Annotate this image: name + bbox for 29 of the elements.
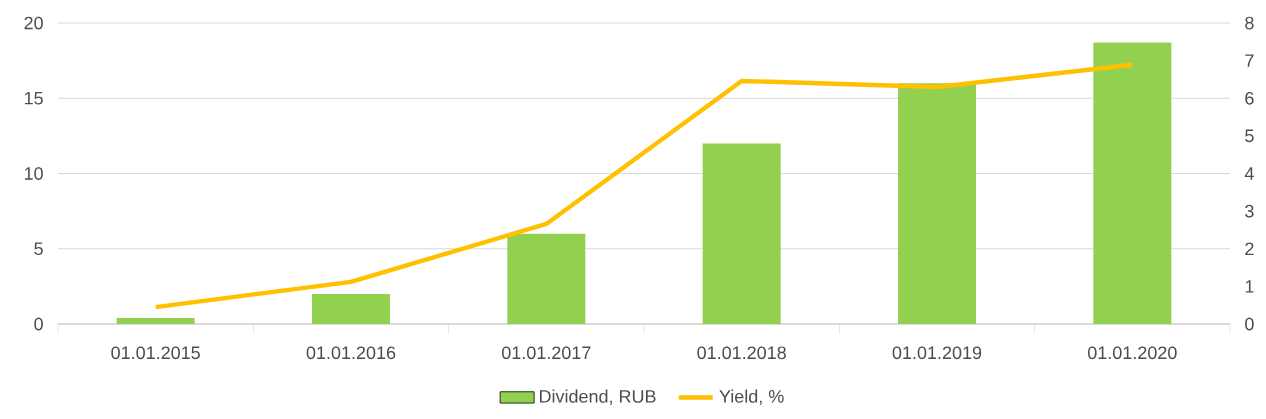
y2-tick-label: 0 [1245, 317, 1254, 331]
y-tick-label: 5 [34, 242, 43, 256]
x-tick-label: 01.01.2020 [1088, 346, 1177, 360]
legend-label: Dividend, RUB [539, 389, 656, 405]
y-tick-label: 10 [24, 167, 43, 180]
bar [312, 293, 390, 324]
y-tick-label: 0 [34, 317, 43, 331]
bar [507, 233, 586, 324]
y2-tick-label: 6 [1245, 91, 1254, 105]
bar [898, 83, 976, 324]
x-tick-label: 01.01.2018 [697, 346, 786, 360]
y2-tick-label: 8 [1245, 16, 1254, 30]
bar [702, 143, 781, 324]
y2-tick-label: 5 [1245, 129, 1254, 143]
line-series [153, 62, 1135, 310]
x-tick-label: 01.01.2016 [306, 346, 396, 360]
x-tick-label: 01.01.2019 [892, 346, 982, 360]
y2-tick-label: 3 [1245, 204, 1254, 218]
y2-tick-label: 7 [1245, 54, 1254, 67]
x-tick-label: 01.01.2015 [111, 346, 200, 360]
y2-tick-label: 1 [1245, 280, 1254, 293]
legend-label: Yield, % [719, 389, 784, 405]
bar [116, 317, 195, 324]
bar [1093, 42, 1172, 324]
y2-tick-label: 2 [1245, 242, 1254, 256]
y2-tick-label: 4 [1244, 167, 1254, 180]
y-tick-label: 15 [24, 91, 43, 105]
x-tick-label: 01.01.2017 [502, 346, 591, 360]
y-tick-label: 20 [24, 16, 43, 30]
